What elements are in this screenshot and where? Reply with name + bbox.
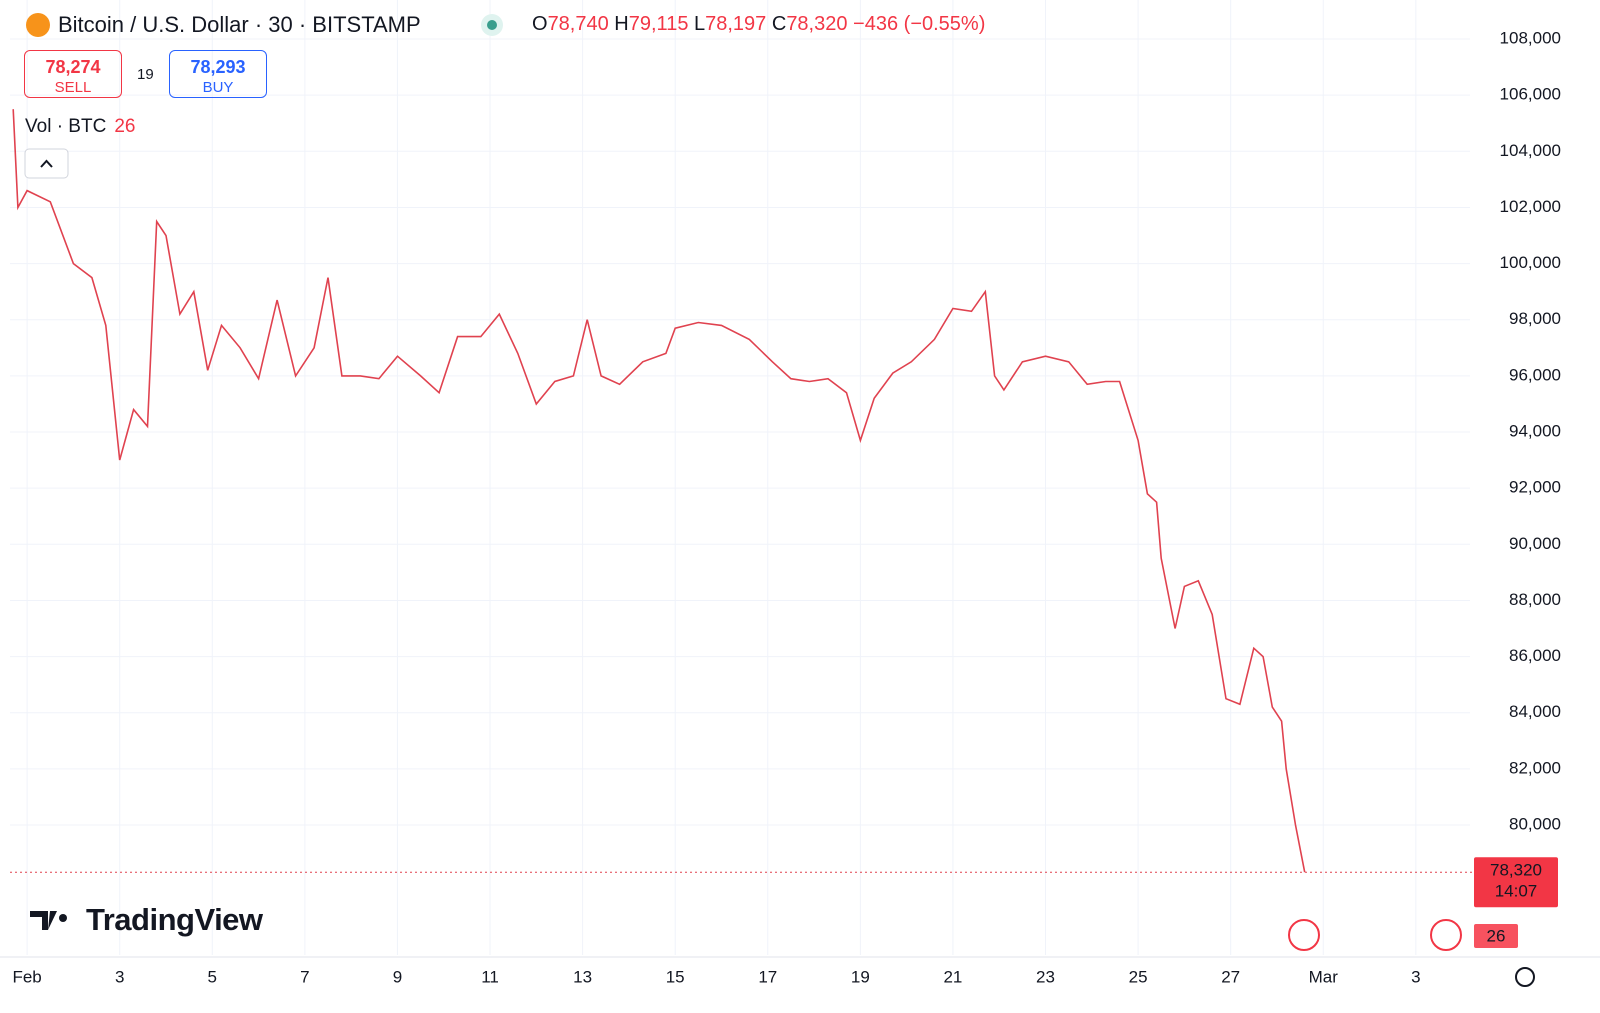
x-tick-label: 5: [208, 967, 217, 986]
buy-button[interactable]: 78,293 BUY: [169, 50, 267, 98]
symbol-title: Bitcoin / U.S. Dollar · 30 · BITSTAMP: [58, 12, 421, 37]
volume-value: 26: [114, 116, 136, 137]
y-tick-label: 82,000: [1509, 758, 1561, 777]
y-tick-label: 86,000: [1509, 646, 1561, 665]
volume-tag-value: 26: [1487, 926, 1506, 945]
x-tick-label: 23: [1036, 967, 1055, 986]
event-flag[interactable]: [1288, 919, 1320, 951]
y-tick-label: 84,000: [1509, 702, 1561, 721]
x-tick-label: 15: [666, 967, 685, 986]
x-tick-label: 3: [115, 967, 124, 986]
change: −436 (−0.55%): [853, 13, 986, 35]
y-tick-label: 108,000: [1500, 29, 1561, 48]
volume-legend: Vol · BTC 26: [25, 116, 135, 138]
volume-label: Vol · BTC: [25, 116, 107, 137]
sell-price: 78,274: [45, 57, 101, 77]
ohlc: O78,740 H79,115 L78,197 C78,320 −436 (−0…: [532, 13, 985, 36]
y-tick-label: 96,000: [1509, 365, 1561, 384]
spread: 19: [137, 66, 154, 83]
market-status-dot: [487, 20, 497, 30]
buy-label: BUY: [202, 79, 234, 96]
y-tick-label: 104,000: [1500, 141, 1561, 160]
buy-price: 78,293: [190, 57, 246, 77]
high-label: H: [614, 13, 629, 35]
x-tick-label: Feb: [12, 967, 41, 986]
settings-icon[interactable]: [1515, 967, 1535, 987]
price-tag: [1474, 857, 1558, 908]
price-tag-countdown: 14:07: [1495, 882, 1538, 901]
y-tick-label: 80,000: [1509, 815, 1561, 834]
x-tick-label: 3: [1411, 967, 1420, 986]
open: 78,740: [547, 13, 609, 35]
x-tick-label: 19: [851, 967, 870, 986]
price-line: [12, 109, 1306, 873]
x-tick-label: 7: [300, 967, 309, 986]
x-tick-label: 27: [1221, 967, 1240, 986]
logo-mark-dot: [59, 914, 67, 922]
event-flag[interactable]: [1430, 919, 1462, 951]
close-label: C: [771, 13, 787, 35]
sell-button[interactable]: 78,274 SELL: [24, 50, 122, 98]
coin-icon: [26, 13, 50, 37]
sell-label: SELL: [54, 79, 92, 96]
low-label: L: [694, 13, 706, 35]
low: 78,197: [705, 13, 767, 35]
collapse-button[interactable]: [24, 148, 69, 179]
x-tick-label: 13: [573, 967, 592, 986]
high: 79,115: [628, 13, 689, 35]
volume-tag: [1474, 924, 1518, 948]
y-tick-label: 94,000: [1509, 422, 1561, 441]
chevron-icon: [40, 159, 53, 168]
price-tag-value: 78,320: [1490, 861, 1542, 880]
y-tick-label: 106,000: [1500, 85, 1561, 104]
x-tick-label: 9: [393, 967, 402, 986]
logo-text: TradingView: [86, 902, 263, 937]
x-tick-label: 17: [758, 967, 777, 986]
x-tick-label: 21: [943, 967, 962, 986]
y-tick-label: 102,000: [1500, 197, 1561, 216]
y-tick-label: 90,000: [1509, 534, 1561, 553]
y-tick-label: 100,000: [1500, 253, 1561, 272]
x-tick-label: 11: [481, 967, 499, 986]
close: 78,320: [786, 13, 848, 35]
open-label: O: [532, 13, 548, 35]
y-tick-label: 98,000: [1509, 309, 1561, 328]
x-tick-label: 25: [1129, 967, 1148, 986]
y-tick-label: 92,000: [1509, 478, 1561, 497]
x-tick-label: Mar: [1309, 967, 1339, 986]
logo-mark: [30, 911, 57, 930]
y-tick-label: 88,000: [1509, 590, 1561, 609]
